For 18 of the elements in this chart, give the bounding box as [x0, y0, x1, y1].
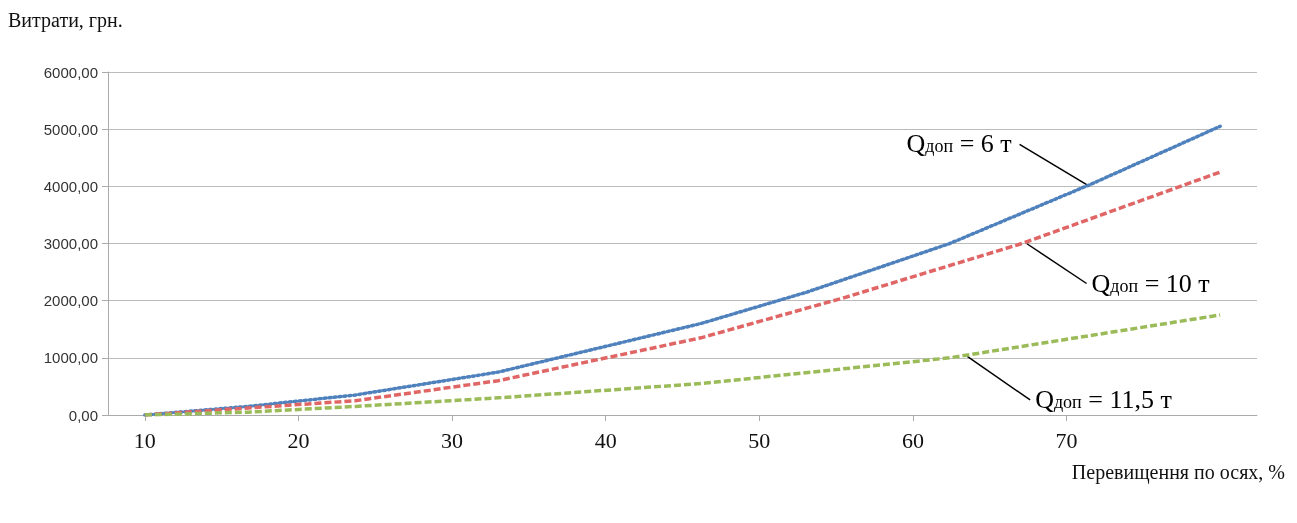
- y-axis-title: Витрати, грн.: [8, 9, 123, 32]
- x-tick-label: 30: [441, 427, 464, 453]
- y-tick-label: 6000,00: [43, 63, 98, 81]
- y-tick-label: 2000,00: [43, 292, 98, 310]
- x-tick-label: 70: [1055, 427, 1078, 453]
- y-tick-label: 5000,00: [43, 120, 98, 138]
- line-series: [143, 124, 1222, 417]
- y-tick-label: 3000,00: [43, 235, 98, 252]
- x-tick-label: 20: [287, 427, 310, 453]
- line-series: [143, 313, 1222, 417]
- x-axis-title: Перевищення по осях, %: [1071, 461, 1286, 484]
- x-tick-label: 50: [748, 427, 771, 453]
- x-tick-label: 40: [594, 427, 617, 453]
- x-tick-label: 60: [901, 427, 924, 453]
- y-tick-label: 1000,00: [43, 349, 98, 367]
- x-tick-label: 10: [133, 427, 156, 453]
- y-tick-label: 0,00: [68, 406, 98, 424]
- y-tick-label: 4000,00: [43, 177, 98, 195]
